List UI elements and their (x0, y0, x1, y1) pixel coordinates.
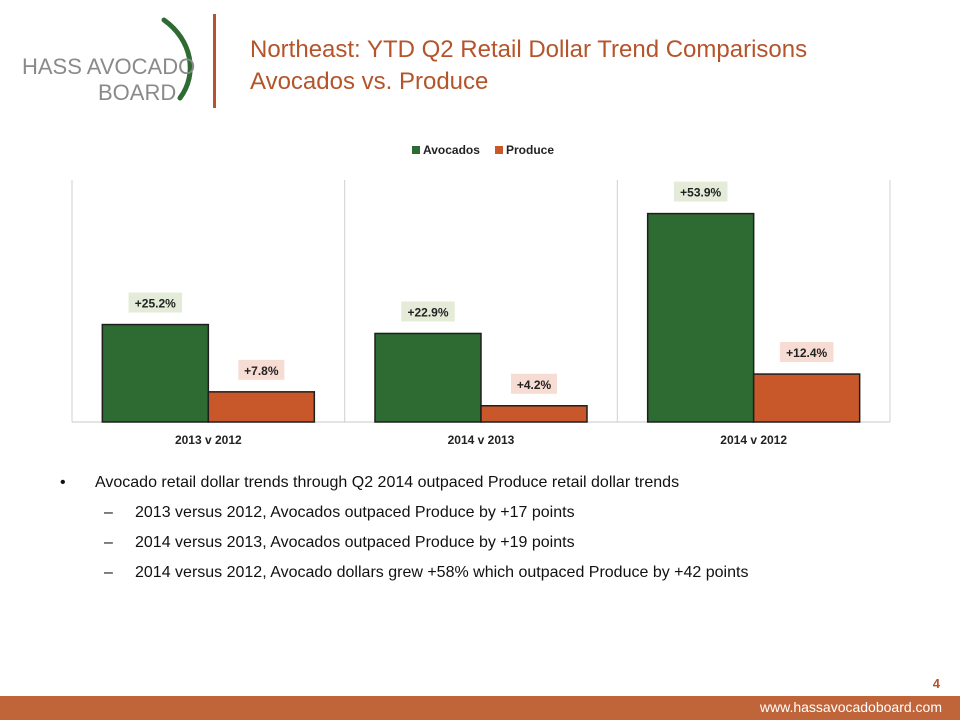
data-label: +4.2% (517, 378, 552, 392)
data-label: +25.2% (135, 297, 176, 311)
legend-swatch-avocados (412, 146, 420, 154)
avocado-swoosh-icon (161, 17, 193, 101)
logo-text-line1: HASS AVOCADO (22, 54, 195, 79)
data-label-bg (673, 181, 728, 202)
data-label-bg (779, 342, 834, 363)
bar-produce (207, 391, 316, 423)
bullet-main: Avocado retail dollar trends through Q2 … (58, 470, 918, 500)
data-label-bg (401, 301, 455, 322)
bar-avocados (374, 332, 482, 423)
data-label: +53.9% (680, 186, 721, 200)
data-label: +12.4% (786, 346, 827, 360)
data-label: +22.9% (407, 305, 448, 319)
page-title: Northeast: YTD Q2 Retail Dollar Trend Co… (250, 34, 807, 98)
title-line-1: Northeast: YTD Q2 Retail Dollar Trend Co… (250, 36, 808, 63)
bar-chart: Avocados Produce +25.2% +7.8% 2013 v 2012 +22… (71, 143, 891, 447)
data-label: +7.8% (244, 364, 279, 378)
legend-label-produce: Produce (506, 143, 554, 157)
bullet-sub-1: 2013 versus 2012, Avocados outpaced Prod… (58, 500, 918, 530)
bullet-sub-3: 2014 versus 2012, Avocado dollars grew +… (58, 560, 918, 590)
x-tick-label: 2013 v 2012 (175, 433, 242, 447)
title-line-2: Avocados vs. Produce (250, 68, 489, 95)
data-label-bg (128, 292, 183, 313)
footer-bar: www.hassavocadoboard.com (0, 696, 960, 720)
title-divider (213, 14, 216, 108)
bullet-list: Avocado retail dollar trends through Q2 … (58, 470, 918, 590)
page-number: 4 (932, 676, 940, 691)
data-label-bg (238, 359, 285, 380)
logo-text-line2: BOARD (98, 80, 176, 105)
legend-swatch-produce (495, 146, 503, 154)
x-tick-label: 2014 v 2012 (720, 433, 787, 447)
data-label-bg (511, 373, 557, 394)
footer-url: www.hassavocadoboard.com (759, 699, 942, 715)
bar-avocados (646, 212, 755, 423)
hass-avocado-board-logo: HASS AVOCADO BOARD (22, 17, 195, 105)
legend-label-avocados: Avocados (423, 143, 480, 157)
bar-produce (480, 405, 588, 423)
bar-avocados (101, 323, 210, 423)
bullet-sub-2: 2014 versus 2013, Avocados outpaced Prod… (58, 530, 918, 560)
x-tick-label: 2014 v 2013 (448, 433, 515, 447)
bar-produce (752, 373, 861, 423)
